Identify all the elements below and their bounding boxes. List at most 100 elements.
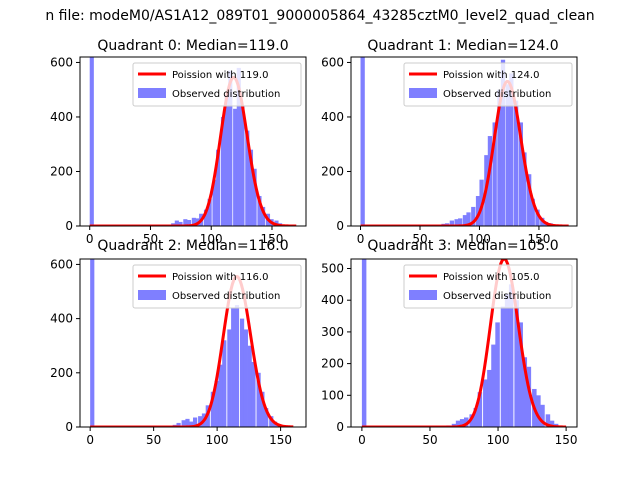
- legend: Poission with 124.0 Observed distribution: [403, 62, 573, 107]
- y-tick-label: 400: [50, 312, 73, 326]
- histogram-bar: [176, 422, 181, 427]
- histogram-bar: [483, 379, 488, 427]
- histogram-bar: [492, 122, 497, 226]
- histogram-bar: [89, 57, 94, 226]
- histogram-bar: [257, 196, 262, 226]
- legend-bar-swatch: [409, 88, 437, 98]
- y-tick-label: 300: [321, 325, 344, 339]
- x-tick-label: 100: [200, 232, 223, 246]
- legend: Poission with 105.0 Observed distribution: [403, 264, 573, 309]
- histogram-bar: [360, 57, 365, 226]
- histogram-bar: [174, 220, 179, 226]
- histogram-bar: [545, 414, 551, 427]
- histogram-bar: [90, 259, 95, 427]
- histogram-bar: [240, 106, 245, 226]
- histogram-bar: [361, 259, 367, 427]
- histogram-bar: [464, 417, 469, 427]
- legend-label: Observed distribution: [172, 291, 280, 302]
- x-tick-label: 150: [269, 433, 292, 447]
- histogram-bar: [508, 284, 514, 427]
- histogram-bar: [491, 344, 496, 427]
- histogram-bar: [227, 329, 232, 427]
- panel-title: Quadrant 3: Median=105.0: [367, 238, 558, 254]
- x-tick-label: 150: [261, 232, 284, 246]
- histogram-bar: [495, 322, 500, 427]
- histogram-bar: [247, 345, 252, 427]
- y-tick-label: 600: [321, 55, 344, 69]
- legend: Poission with 116.0 Observed distribution: [132, 264, 302, 309]
- panel-quadrant-3: Quadrant 3: Median=105.0 0 50 100 150 0 100 20…: [321, 238, 577, 447]
- histogram-bar: [222, 340, 227, 427]
- x-tick-label: 100: [468, 232, 491, 246]
- histogram-bar: [455, 420, 461, 427]
- histogram-bar: [256, 372, 261, 427]
- histogram-bar: [212, 179, 217, 226]
- histogram-bars: [361, 259, 559, 427]
- histogram-bar: [203, 209, 209, 226]
- x-tick-label: 50: [422, 433, 437, 447]
- y-tick-label: 0: [65, 219, 73, 233]
- poisson-line: [89, 75, 297, 226]
- panel-quadrant-0: Quadrant 0: Median=119.0 0 50 100 150 0 200 40…: [50, 38, 307, 246]
- histogram-bar: [500, 59, 506, 226]
- panel-title: Quadrant 2: Median=116.0: [97, 238, 288, 254]
- histogram-bar: [261, 206, 266, 226]
- histogram-bar: [186, 220, 192, 226]
- histogram-bar: [178, 221, 183, 226]
- histogram-bars: [89, 57, 286, 226]
- histogram-bar: [477, 392, 483, 427]
- histogram-bar: [514, 300, 519, 427]
- histogram-bar: [193, 417, 198, 427]
- legend-frame: [132, 264, 302, 309]
- histogram-bar: [473, 407, 479, 427]
- histogram-bar: [207, 198, 212, 226]
- histogram-bar: [527, 174, 532, 226]
- y-tick-label: 0: [336, 219, 344, 233]
- histogram-bars: [90, 259, 285, 427]
- axes-frame: [79, 258, 307, 428]
- histogram-bar: [183, 219, 188, 226]
- x-tick-label: 0: [86, 232, 94, 246]
- y-tick-label: 100: [321, 388, 344, 402]
- histogram-bar: [466, 212, 471, 226]
- figure-suptitle: n file: modeM0/AS1A12_089T01_9000005864_…: [45, 8, 594, 24]
- legend-bar-swatch: [138, 290, 166, 300]
- histogram-bar: [228, 70, 233, 226]
- histogram-bar: [505, 84, 510, 226]
- y-tick-label: 0: [336, 420, 344, 434]
- y-tick-label: 200: [321, 357, 344, 371]
- x-tick-label: 100: [206, 433, 229, 447]
- histogram-bar: [549, 420, 555, 427]
- axes-frame: [350, 258, 578, 428]
- histogram-bar: [487, 369, 492, 427]
- histogram-bar: [518, 122, 523, 226]
- x-tick-label: 0: [358, 433, 366, 447]
- y-tick-label: 0: [65, 420, 73, 434]
- histogram-bar: [526, 366, 532, 427]
- legend-label: Poission with 105.0: [443, 272, 539, 283]
- histogram-bar: [540, 404, 545, 427]
- legend-bar-swatch: [138, 88, 166, 98]
- histogram-bar: [248, 149, 254, 226]
- histogram-bar: [252, 168, 257, 226]
- histogram-bar: [487, 136, 493, 226]
- histogram-bar: [214, 380, 219, 427]
- histogram-bar: [264, 408, 269, 427]
- legend: Poission with 119.0 Observed distribution: [132, 62, 302, 107]
- histogram-bar: [530, 198, 535, 226]
- histogram-bar: [509, 73, 514, 226]
- histogram-bar: [518, 322, 523, 427]
- legend-frame: [403, 264, 573, 309]
- histogram-bar: [459, 419, 465, 427]
- x-tick-label: 150: [555, 433, 578, 447]
- y-tick-label: 600: [50, 257, 73, 271]
- histogram-bar: [454, 219, 459, 226]
- axes-frame: [79, 56, 307, 227]
- histogram-bar: [251, 361, 256, 427]
- histogram-bar: [500, 306, 506, 427]
- histogram-bar: [234, 305, 240, 427]
- y-tick-label: 200: [321, 164, 344, 178]
- histogram-bar: [504, 293, 510, 427]
- histogram-bar: [458, 218, 463, 226]
